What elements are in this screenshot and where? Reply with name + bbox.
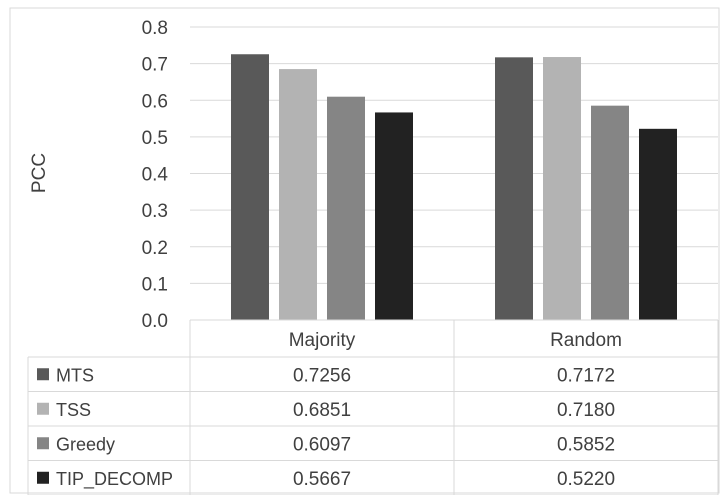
legend-key xyxy=(37,471,49,484)
y-tick-label: 0.8 xyxy=(142,18,168,39)
data-label: 0.5667 xyxy=(293,469,351,490)
y-tick-label: 0.5 xyxy=(142,128,168,149)
legend-key xyxy=(37,437,49,450)
bar-tss-random xyxy=(543,57,581,320)
bar-mts-random xyxy=(495,57,533,320)
bar-tip-decomp-random xyxy=(639,128,677,320)
y-tick-label: 0.0 xyxy=(142,311,168,332)
legend-label: MTS xyxy=(56,365,94,385)
y-axis-label: PCC xyxy=(29,153,50,193)
y-tick-label: 0.2 xyxy=(142,238,168,259)
data-label: 0.7172 xyxy=(557,365,615,386)
legend-key xyxy=(37,402,49,415)
data-label: 0.6097 xyxy=(293,434,351,455)
y-tick-label: 0.7 xyxy=(142,55,168,76)
legend-key xyxy=(37,368,49,381)
bar-tip-decomp-majority xyxy=(375,112,413,320)
y-tick-label: 0.6 xyxy=(142,91,168,112)
legend-label: TSS xyxy=(56,400,91,420)
chart-frame xyxy=(9,7,720,494)
category-label: Random xyxy=(550,330,622,351)
data-label: 0.5220 xyxy=(557,469,615,490)
category-label: Majority xyxy=(289,330,356,351)
y-tick-label: 0.3 xyxy=(142,201,168,222)
data-label: 0.6851 xyxy=(293,400,351,421)
bar-mts-majority xyxy=(231,54,269,321)
bar-tss-majority xyxy=(279,69,317,320)
bar-greedy-random xyxy=(591,105,629,320)
y-tick-label: 0.1 xyxy=(142,274,168,295)
y-tick-label: 0.4 xyxy=(142,165,169,186)
legend-label: TIP_DECOMP xyxy=(56,469,173,490)
legend-label: Greedy xyxy=(56,434,115,454)
bar-greedy-majority xyxy=(327,96,365,320)
data-label: 0.7180 xyxy=(557,400,615,421)
data-label: 0.7256 xyxy=(293,365,351,386)
data-label: 0.5852 xyxy=(557,434,615,455)
